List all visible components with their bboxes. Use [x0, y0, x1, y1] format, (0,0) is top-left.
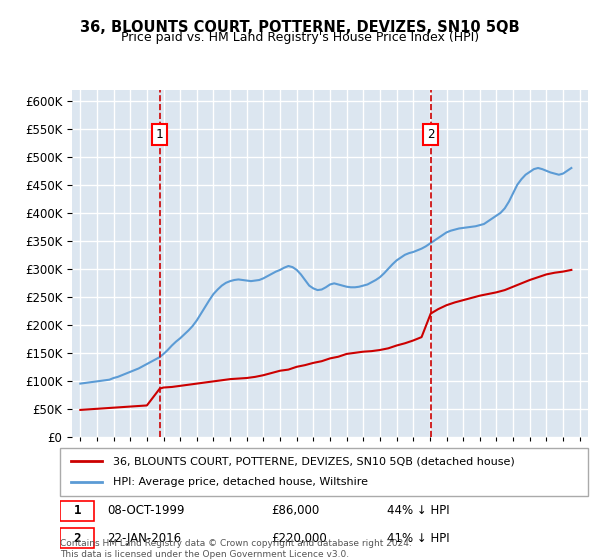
Text: Price paid vs. HM Land Registry's House Price Index (HPI): Price paid vs. HM Land Registry's House …: [121, 31, 479, 44]
Text: 41% ↓ HPI: 41% ↓ HPI: [388, 532, 450, 545]
Text: 22-JAN-2016: 22-JAN-2016: [107, 532, 182, 545]
Text: Contains HM Land Registry data © Crown copyright and database right 2024.
This d: Contains HM Land Registry data © Crown c…: [60, 539, 412, 559]
Text: 36, BLOUNTS COURT, POTTERNE, DEVIZES, SN10 5QB (detached house): 36, BLOUNTS COURT, POTTERNE, DEVIZES, SN…: [113, 456, 515, 466]
FancyBboxPatch shape: [60, 448, 588, 496]
Text: 44% ↓ HPI: 44% ↓ HPI: [388, 504, 450, 517]
Text: 08-OCT-1999: 08-OCT-1999: [107, 504, 185, 517]
Text: £86,000: £86,000: [271, 504, 319, 517]
Text: £220,000: £220,000: [271, 532, 327, 545]
Text: 1: 1: [74, 504, 81, 517]
FancyBboxPatch shape: [60, 529, 94, 548]
Text: 2: 2: [427, 128, 434, 141]
FancyBboxPatch shape: [60, 501, 94, 521]
Text: 36, BLOUNTS COURT, POTTERNE, DEVIZES, SN10 5QB: 36, BLOUNTS COURT, POTTERNE, DEVIZES, SN…: [80, 20, 520, 35]
Text: 1: 1: [156, 128, 163, 141]
Text: HPI: Average price, detached house, Wiltshire: HPI: Average price, detached house, Wilt…: [113, 477, 368, 487]
Text: 2: 2: [74, 532, 81, 545]
